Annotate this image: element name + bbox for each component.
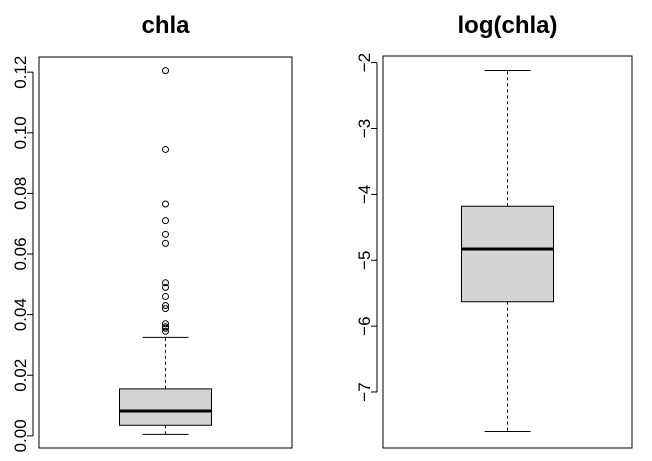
plot-frame: [38, 56, 293, 449]
outlier-point: [162, 239, 169, 247]
y-tick-label: −5: [355, 251, 374, 270]
outlier-point: [162, 283, 169, 291]
y-tick-label: 0.02: [11, 359, 30, 392]
panel-log-chla: log(chla) −7 −6 −5 −4 −3 −2: [355, 12, 633, 449]
outlier-point: [162, 324, 169, 332]
iqr-box: [461, 205, 554, 303]
y-tick-label: −6: [355, 316, 374, 335]
outlier-point: [162, 327, 169, 335]
y-tick-label: −3: [355, 119, 374, 138]
iqr-box: [119, 388, 212, 426]
outlier-point: [162, 217, 169, 225]
outlier-point: [162, 320, 169, 328]
outlier-point: [162, 200, 169, 208]
y-tick-label: 0.06: [11, 237, 30, 270]
chart-title: log(chla): [458, 12, 558, 39]
plot-frame: [382, 55, 633, 449]
outlier-point: [162, 145, 169, 153]
outlier-point: [162, 305, 169, 313]
chart-title: chla: [141, 12, 190, 39]
y-tick-label: 0.10: [11, 116, 30, 149]
outlier-point: [162, 67, 169, 75]
outlier-point: [162, 230, 169, 238]
outlier-point: [162, 279, 169, 287]
y-tick-label: −4: [355, 185, 374, 204]
y-tick-label: 0.04: [11, 298, 30, 331]
y-tick-label: 0.12: [11, 56, 30, 89]
outlier-point: [162, 302, 169, 310]
panel-chla: chla 0.00 0.02 0.04 0.06 0.08 0.10 0.12: [11, 12, 293, 452]
y-tick-label: −2: [355, 53, 374, 72]
outlier-point: [162, 292, 169, 300]
y-tick-label: −7: [355, 382, 374, 401]
y-tick-label: 0.00: [11, 419, 30, 452]
y-tick-label: 0.08: [11, 177, 30, 210]
